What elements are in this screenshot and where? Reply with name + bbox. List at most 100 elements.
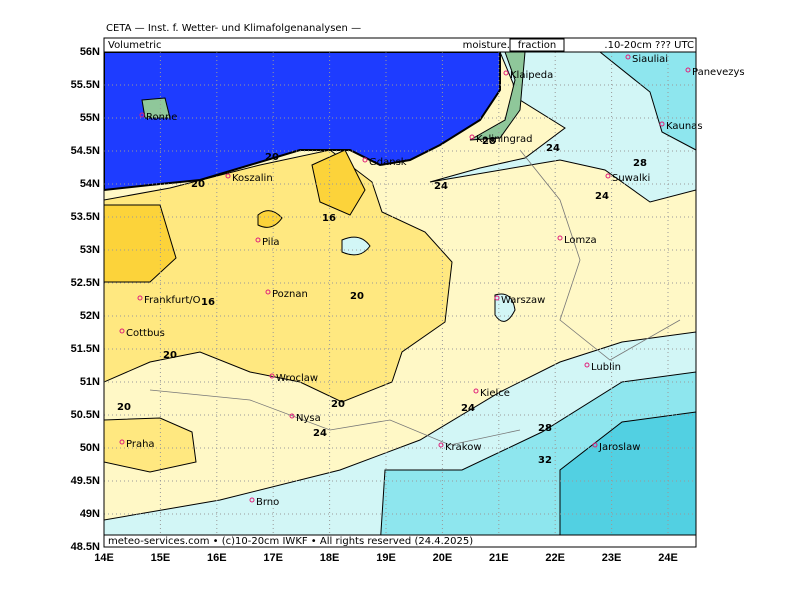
city-label: Lomza	[564, 235, 597, 246]
lat-label: 51N	[80, 376, 100, 388]
city-dot	[139, 112, 145, 118]
lat-label: 55N	[80, 112, 100, 124]
lon-label: 20E	[433, 552, 453, 564]
lat-label: 49N	[80, 508, 100, 520]
city-dot	[605, 173, 611, 179]
lat-label: 55.5N	[71, 79, 100, 91]
lon-label: 21E	[489, 552, 509, 564]
lat-label: 52N	[80, 310, 100, 322]
contour-label: 16	[201, 297, 215, 308]
lon-label: 17E	[263, 552, 283, 564]
city-dot	[362, 157, 368, 163]
lat-label: 54N	[80, 178, 100, 190]
header-bar	[103, 37, 697, 53]
city-label: Pila	[262, 237, 280, 248]
contour-label: 28	[482, 136, 496, 147]
city-label: Brno	[256, 497, 279, 508]
city-label: Krakow	[445, 442, 482, 453]
lon-label: 15E	[151, 552, 171, 564]
contour-label: 24	[595, 191, 609, 202]
header-right-suffix: .10-20cm ??? UTC	[604, 40, 694, 51]
contour-label: 20	[265, 152, 279, 163]
city-label: Suwalki	[612, 173, 650, 184]
header-left: Volumetric	[108, 40, 162, 51]
contour-label: 20	[117, 402, 131, 413]
city-label: Wroclaw	[276, 373, 318, 384]
lon-label: 22E	[545, 552, 565, 564]
lon-label: 16E	[207, 552, 227, 564]
lat-label: 48.5N	[71, 541, 100, 553]
lat-label: 49.5N	[71, 475, 100, 487]
city-dot	[685, 67, 691, 73]
city-label: Gdansk	[369, 157, 407, 168]
city-label: Jaroslaw	[598, 442, 640, 453]
city-dot	[249, 497, 255, 503]
city-dot	[469, 134, 475, 140]
contour-label: 28	[633, 158, 647, 169]
lat-label: 56N	[80, 46, 100, 58]
city-dot	[438, 442, 444, 448]
city-dot	[255, 237, 261, 243]
map-fill	[104, 52, 696, 547]
lat-label: 53N	[80, 244, 100, 256]
city-dot	[265, 289, 271, 295]
city-dot	[584, 362, 590, 368]
city-dot	[625, 54, 631, 60]
lat-label: 50.5N	[71, 409, 100, 421]
city-dot	[473, 388, 479, 394]
lat-label: 53.5N	[71, 211, 100, 223]
contour-label: 24	[434, 181, 448, 192]
city-label: Kaliningrad	[476, 134, 532, 145]
city-label: Siauliai	[632, 54, 668, 65]
lon-label: 19E	[376, 552, 396, 564]
contour-label: 20	[191, 179, 205, 190]
city-label: Nysa	[296, 413, 321, 424]
city-label: Kielce	[480, 388, 510, 399]
footer-bar	[103, 534, 697, 548]
city-dot	[289, 413, 295, 419]
lon-label: 14E	[94, 552, 114, 564]
lon-label: 24E	[658, 552, 678, 564]
city-dot	[659, 121, 665, 127]
footer: meteo-services.com • (c)10-20cm IWKF • A…	[108, 536, 473, 547]
lat-label: 50N	[80, 442, 100, 454]
contour-label: 24	[461, 403, 475, 414]
contour-label: 20	[350, 291, 364, 302]
city-label: Poznan	[272, 289, 308, 300]
city-label: Warszaw	[501, 295, 545, 306]
city-label: Cottbus	[126, 328, 165, 339]
city-dot	[269, 373, 275, 379]
city-dot	[119, 439, 125, 445]
city-label: Klaipeda	[510, 70, 553, 81]
city-label: Frankfurt/O	[144, 295, 201, 306]
city-dot	[225, 173, 231, 179]
contour-label: 16	[322, 213, 336, 224]
contour-label: 20	[163, 350, 177, 361]
lon-label: 23E	[602, 552, 622, 564]
title: CETA — Inst. f. Wetter- und Klimafolgena…	[106, 23, 361, 34]
lat-label: 54.5N	[71, 145, 100, 157]
city-dot	[137, 295, 143, 301]
lon-label: 18E	[320, 552, 340, 564]
city-label: Panevezys	[692, 67, 745, 78]
city-dot	[592, 442, 598, 448]
city-dot	[557, 235, 563, 241]
header-right-box: fraction	[518, 40, 556, 51]
header-box	[509, 38, 565, 52]
contour-label: 20	[331, 399, 345, 410]
header-right-prefix: moisture.	[463, 40, 510, 51]
city-dot	[119, 328, 125, 334]
lat-label: 52.5N	[71, 277, 100, 289]
city-label: Koszalin	[232, 173, 273, 184]
contour-label: 24	[313, 428, 327, 439]
city-label: Praha	[126, 439, 155, 450]
city-dot	[494, 295, 500, 301]
city-label: Kaunas	[666, 121, 703, 132]
city-dot	[503, 70, 509, 76]
contour-label: 32	[538, 455, 552, 466]
city-label: Lublin	[591, 362, 621, 373]
contour-label: 24	[546, 143, 560, 154]
contour-label: 28	[538, 423, 552, 434]
lat-label: 51.5N	[71, 343, 100, 355]
